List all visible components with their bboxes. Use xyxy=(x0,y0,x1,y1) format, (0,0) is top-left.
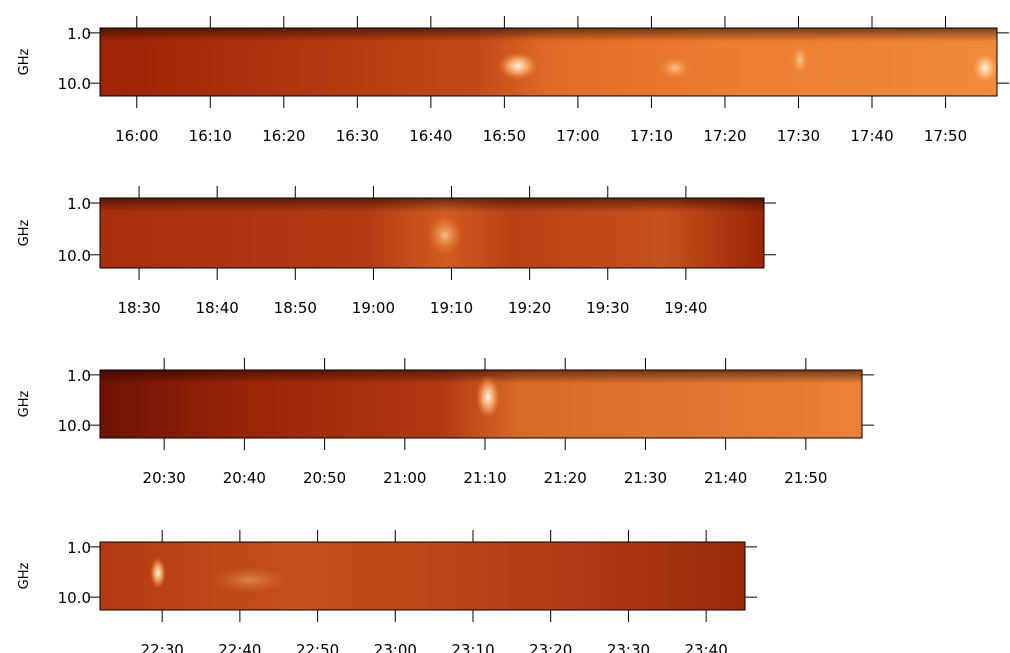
x-tick-label: 21:20 xyxy=(544,469,587,487)
x-tick-label: 21:50 xyxy=(784,469,827,487)
x-tick-label: 20:40 xyxy=(223,469,266,487)
x-tick-label: 20:50 xyxy=(303,469,346,487)
x-tick-label: 17:10 xyxy=(630,127,673,145)
x-tick-label: 19:30 xyxy=(586,299,629,317)
x-tick-label: 17:20 xyxy=(703,127,746,145)
x-tick-label: 17:30 xyxy=(777,127,820,145)
y-tick-label: 10.0 xyxy=(58,75,91,93)
x-tick-label: 19:10 xyxy=(430,299,473,317)
y-axis-label: GHz xyxy=(17,219,32,246)
x-tick-label: 22:30 xyxy=(141,641,184,653)
y-axis-label: GHz xyxy=(17,48,32,75)
x-tick-label: 21:40 xyxy=(704,469,747,487)
y-tick-label: 1.0 xyxy=(67,539,91,557)
y-tick-label: 1.0 xyxy=(67,195,91,213)
x-tick-label: 18:30 xyxy=(117,299,160,317)
x-tick-label: 19:40 xyxy=(664,299,707,317)
spectrum-image xyxy=(100,28,999,610)
plot-frame xyxy=(99,369,863,439)
x-tick-label: 23:00 xyxy=(374,641,417,653)
y-tick-label: 10.0 xyxy=(58,417,91,435)
x-tick-label: 17:50 xyxy=(924,127,967,145)
x-tick-label: 23:30 xyxy=(607,641,650,653)
x-tick-label: 17:40 xyxy=(850,127,893,145)
x-tick-label: 22:50 xyxy=(296,641,339,653)
y-tick-label: 1.0 xyxy=(67,25,91,43)
x-tick-label: 16:20 xyxy=(262,127,305,145)
y-tick-label: 1.0 xyxy=(67,367,91,385)
x-tick-label: 16:00 xyxy=(115,127,158,145)
x-tick-label: 18:40 xyxy=(196,299,239,317)
x-tick-label: 21:30 xyxy=(624,469,667,487)
x-tick-label: 19:00 xyxy=(352,299,395,317)
x-tick-label: 17:00 xyxy=(556,127,599,145)
x-tick-label: 18:50 xyxy=(274,299,317,317)
y-axis-label: GHz xyxy=(17,390,32,417)
plot-frame xyxy=(99,541,746,611)
y-axis-label: GHz xyxy=(17,562,32,589)
plot-frame xyxy=(99,27,998,97)
x-tick-label: 19:20 xyxy=(508,299,551,317)
x-tick-label: 22:40 xyxy=(218,641,261,653)
x-tick-label: 21:00 xyxy=(383,469,426,487)
plot-frame xyxy=(99,197,765,269)
x-tick-label: 21:10 xyxy=(463,469,506,487)
x-tick-label: 16:40 xyxy=(409,127,452,145)
y-tick-label: 10.0 xyxy=(58,247,91,265)
x-tick-label: 16:10 xyxy=(189,127,232,145)
x-tick-label: 16:50 xyxy=(483,127,526,145)
x-tick-label: 23:10 xyxy=(451,641,494,653)
x-tick-label: 23:20 xyxy=(529,641,572,653)
x-tick-label: 23:40 xyxy=(685,641,728,653)
x-tick-label: 16:30 xyxy=(336,127,379,145)
x-tick-label: 20:30 xyxy=(143,469,186,487)
y-tick-label: 10.0 xyxy=(58,589,91,607)
